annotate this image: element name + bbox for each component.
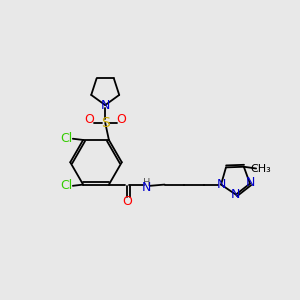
Text: N: N bbox=[142, 181, 152, 194]
Text: O: O bbox=[122, 195, 132, 208]
Text: Cl: Cl bbox=[61, 132, 73, 145]
Text: H: H bbox=[143, 178, 151, 188]
Text: Cl: Cl bbox=[61, 179, 73, 192]
Text: N: N bbox=[231, 188, 241, 201]
Text: O: O bbox=[116, 113, 126, 126]
Text: O: O bbox=[84, 113, 94, 126]
Text: S: S bbox=[101, 116, 110, 130]
Text: N: N bbox=[216, 178, 226, 191]
Text: N: N bbox=[100, 99, 110, 112]
Text: N: N bbox=[246, 176, 255, 189]
Text: CH₃: CH₃ bbox=[250, 164, 271, 174]
